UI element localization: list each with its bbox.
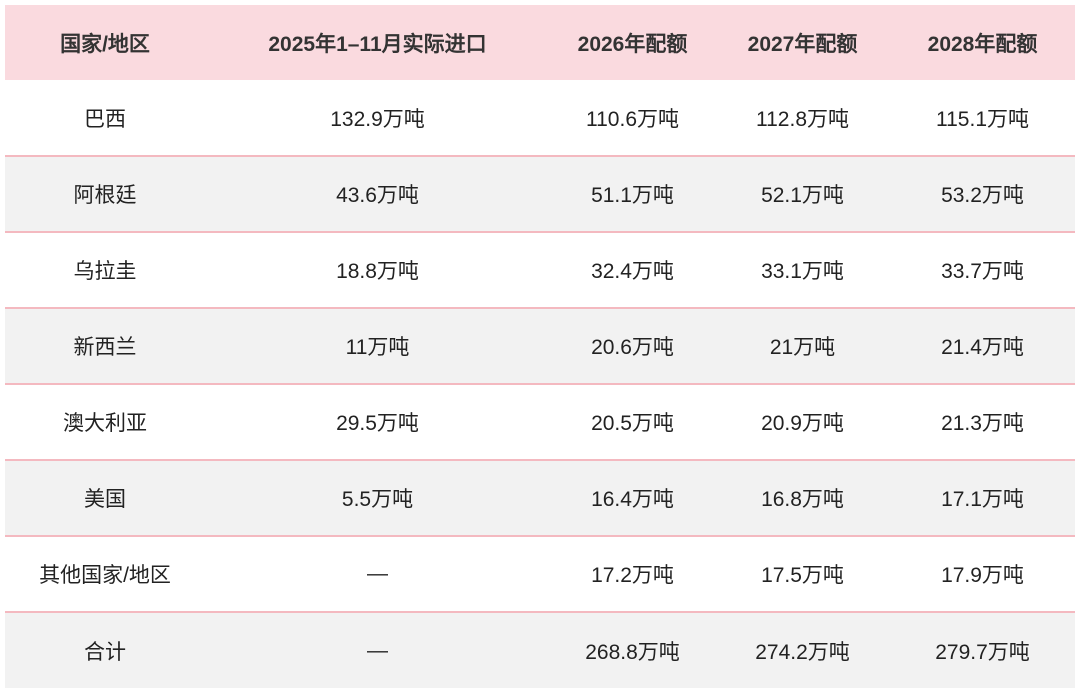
header-2026-quota: 2026年配额 bbox=[577, 32, 688, 56]
header-2027-quota: 2027年配额 bbox=[747, 32, 858, 56]
cell-quota-2026: 268.8万吨 bbox=[585, 640, 680, 664]
cell-quota-2027: 20.9万吨 bbox=[761, 412, 844, 435]
cell-quota-2026: 16.4万吨 bbox=[591, 488, 674, 511]
cell-quota-2026: 20.6万吨 bbox=[591, 336, 674, 359]
cell-actual-2025: 11万吨 bbox=[345, 336, 410, 359]
cell-actual-2025: 29.5万吨 bbox=[336, 412, 419, 435]
cell-quota-2027: 274.2万吨 bbox=[755, 640, 850, 664]
cell-quota-2026: 110.6万吨 bbox=[586, 107, 679, 131]
cell-actual-2025: — bbox=[367, 562, 388, 585]
table-row: 其他国家/地区 — 17.2万吨 17.5万吨 17.9万吨 bbox=[5, 536, 1075, 612]
cell-actual-2025: 18.8万吨 bbox=[336, 260, 419, 283]
header-country: 国家/地区 bbox=[60, 32, 150, 56]
table-row: 巴西 132.9万吨 110.6万吨 112.8万吨 115.1万吨 bbox=[5, 80, 1075, 156]
cell-quota-2027: 52.1万吨 bbox=[761, 184, 844, 207]
cell-country: 新西兰 bbox=[73, 336, 137, 359]
header-2025-actual: 2025年1–11月实际进口 bbox=[268, 32, 487, 56]
cell-quota-2026: 32.4万吨 bbox=[591, 260, 674, 283]
table-row: 新西兰 11万吨 20.6万吨 21万吨 21.4万吨 bbox=[5, 308, 1075, 384]
cell-quota-2027: 16.8万吨 bbox=[761, 488, 844, 511]
cell-country: 美国 bbox=[84, 488, 126, 511]
table-row: 澳大利亚 29.5万吨 20.5万吨 20.9万吨 21.3万吨 bbox=[5, 384, 1075, 460]
table-row: 阿根廷 43.6万吨 51.1万吨 52.1万吨 53.2万吨 bbox=[5, 156, 1075, 232]
cell-quota-2026: 17.2万吨 bbox=[591, 564, 674, 587]
cell-quota-2027: 17.5万吨 bbox=[761, 564, 844, 587]
cell-country: 澳大利亚 bbox=[63, 412, 147, 435]
table-row: 乌拉圭 18.8万吨 32.4万吨 33.1万吨 33.7万吨 bbox=[5, 232, 1075, 308]
cell-quota-2027: 33.1万吨 bbox=[761, 260, 844, 283]
cell-country: 乌拉圭 bbox=[73, 260, 137, 283]
import-quota-table: 国家/地区 2025年1–11月实际进口 2026年配额 2027年配额 202… bbox=[5, 5, 1075, 688]
header-row: 国家/地区 2025年1–11月实际进口 2026年配额 2027年配额 202… bbox=[5, 5, 1075, 80]
header-2028-quota: 2028年配额 bbox=[927, 32, 1038, 56]
cell-actual-2025: — bbox=[367, 638, 388, 662]
table-row: 美国 5.5万吨 16.4万吨 16.8万吨 17.1万吨 bbox=[5, 460, 1075, 536]
cell-quota-2028: 33.7万吨 bbox=[941, 260, 1024, 283]
cell-country: 其他国家/地区 bbox=[39, 564, 171, 587]
cell-quota-2028: 115.1万吨 bbox=[936, 107, 1029, 131]
cell-quota-2027: 21万吨 bbox=[769, 336, 836, 359]
cell-country: 合计 bbox=[84, 640, 126, 664]
table-row: 合计 — 268.8万吨 274.2万吨 279.7万吨 bbox=[5, 612, 1075, 688]
cell-actual-2025: 5.5万吨 bbox=[341, 488, 414, 511]
cell-quota-2026: 51.1万吨 bbox=[591, 184, 674, 207]
cell-country: 巴西 bbox=[84, 107, 126, 131]
cell-quota-2028: 53.2万吨 bbox=[941, 184, 1024, 207]
cell-quota-2028: 21.4万吨 bbox=[941, 336, 1024, 359]
cell-country: 阿根廷 bbox=[73, 184, 137, 207]
cell-quota-2027: 112.8万吨 bbox=[756, 107, 849, 131]
cell-quota-2028: 17.1万吨 bbox=[941, 488, 1024, 511]
cell-quota-2028: 279.7万吨 bbox=[935, 640, 1030, 664]
cell-quota-2026: 20.5万吨 bbox=[591, 412, 674, 435]
cell-actual-2025: 132.9万吨 bbox=[330, 107, 425, 131]
cell-quota-2028: 17.9万吨 bbox=[941, 564, 1024, 587]
cell-quota-2028: 21.3万吨 bbox=[941, 412, 1024, 435]
cell-actual-2025: 43.6万吨 bbox=[336, 184, 419, 207]
